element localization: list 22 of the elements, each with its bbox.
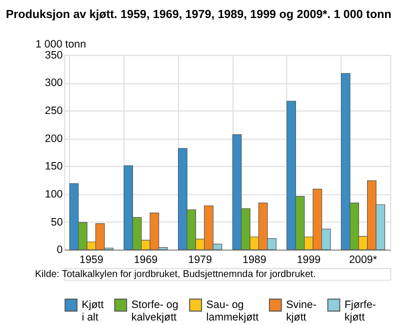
legend-label: Kjøtt i alt xyxy=(82,299,104,324)
y-tick-label: 250 xyxy=(44,105,63,118)
y-axis-title: 1 000 tonn xyxy=(36,38,86,51)
legend-label: Svine- kjøtt xyxy=(286,299,317,324)
x-tick-label: 2009* xyxy=(349,254,378,266)
x-tick-label: 1979 xyxy=(188,254,212,266)
x-tick-label: 1989 xyxy=(242,254,266,266)
legend-label: Storfe- og kalvekjøtt xyxy=(131,299,178,324)
text: Kilde: Totalkalkylen for jordbruket, Budsjettnemnda for jordbruket. xyxy=(35,268,316,280)
y-tick-label: 300 xyxy=(44,77,63,90)
y-tick-label: 100 xyxy=(44,188,63,200)
y-tick-label: 350 xyxy=(44,49,63,62)
chart-title: Produksjon av kjøtt. 1959, 1969, 1979, 1989, 1999 og 2009*. 1 000 tonn xyxy=(6,8,392,22)
y-tick-label: 150 xyxy=(44,160,63,173)
y-tick-label: 0 xyxy=(56,244,63,256)
y-tick-label: 200 xyxy=(44,132,63,145)
x-tick-label: 1969 xyxy=(134,254,158,266)
legend-label: Fjørfe- kjøtt xyxy=(344,299,376,324)
x-tick-label: 1959 xyxy=(80,254,104,266)
legend-label: Sau- og lammekjøtt xyxy=(206,299,259,324)
y-tick-label: 50 xyxy=(50,216,63,228)
x-tick-label: 1999 xyxy=(296,254,321,266)
